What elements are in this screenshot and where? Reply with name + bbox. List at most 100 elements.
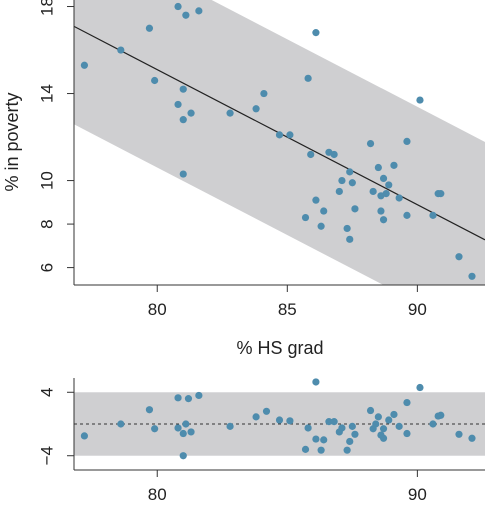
data-point [348,179,356,187]
residual-point [429,420,437,428]
residual-point [304,424,312,432]
residual-point [379,434,388,442]
residual-point [174,394,182,402]
data-point [335,187,343,196]
residual-point [195,391,203,400]
data-point [195,7,203,15]
residual-point [320,436,328,444]
residual-point [312,378,320,386]
residual-point [346,437,354,446]
y-axis-title: % in poverty [2,92,22,191]
data-point [379,216,388,224]
data-point [385,181,393,189]
y-tick-label: 8 [38,219,57,228]
residual-point [403,398,411,407]
residual-point [455,430,463,438]
residual-point [179,429,187,438]
residual-point [374,413,382,421]
data-point [275,131,284,139]
data-point [317,222,325,230]
residual-point [390,410,398,419]
y-tick-label: 10 [38,171,57,190]
data-point [343,224,351,233]
data-point [429,211,437,219]
data-point [379,174,388,182]
residual-point [117,420,125,428]
data-point [338,176,346,185]
res-y-tick-label: −4 [38,446,57,465]
residual-point [275,416,284,424]
data-point [374,163,382,172]
data-point [437,190,445,198]
data-point [252,105,260,113]
data-point [330,150,338,159]
residual-panel: 80 90 4 −4 [38,378,485,504]
res-x-tick-label: 80 [148,485,167,504]
data-point [182,11,190,19]
data-point [351,205,359,213]
y-tick-label: 18 [38,0,57,16]
data-point [369,187,377,196]
data-point [179,170,187,178]
residual-point [330,418,338,426]
res-x-tick-label: 90 [408,485,427,504]
residual-point [468,434,476,442]
res-y-ticks: 4 −4 [38,388,74,465]
residual-point [226,422,234,430]
data-point [80,61,89,69]
residual-point [317,446,325,454]
residual-point [338,424,346,432]
residual-point [348,422,356,430]
residual-point [379,425,388,433]
residual-points-group [80,378,476,460]
residual-point [403,429,411,438]
residual-point [187,428,195,436]
residual-point [262,407,271,415]
data-point [395,194,403,202]
data-point [468,272,476,280]
data-point [382,190,390,198]
residual-point [437,411,445,419]
residual-point [366,406,375,415]
data-point [377,207,385,215]
residual-point [325,418,333,426]
residual-point [416,383,424,392]
data-point [179,85,187,93]
data-point [151,76,159,85]
residual-point [145,406,154,414]
main-y-ticks: 6 8 10 14 18 [38,0,74,272]
residual-point [179,452,187,460]
residual-point [252,413,260,421]
x-tick-label: 85 [278,300,297,319]
residual-point [372,420,380,428]
data-point [226,109,234,117]
res-x-ticks: 80 90 [148,470,427,504]
data-point [301,213,310,222]
data-point [390,161,398,169]
data-point [403,137,411,146]
residual-point [301,445,310,453]
residual-point [151,425,159,433]
x-axis-title: % HS grad [236,338,323,358]
data-point [174,100,182,109]
data-point [403,211,411,219]
residual-point [395,422,403,430]
data-point [187,109,195,117]
data-point [304,74,312,82]
data-point [145,24,154,32]
x-tick-label: 80 [148,300,167,319]
residual-point [182,420,190,428]
data-point [260,89,268,98]
y-tick-label: 14 [38,84,57,103]
y-tick-label: 6 [38,263,57,272]
data-point [416,96,424,104]
data-point [346,168,354,176]
main-points-group [80,2,476,280]
residual-point [351,430,359,438]
main-scatter-panel: 80 85 90 6 8 10 14 18 % HS grad % in poverty [2,0,485,358]
data-point [117,46,125,54]
data-point [366,139,375,148]
residual-point [286,417,294,425]
data-point [455,253,463,261]
